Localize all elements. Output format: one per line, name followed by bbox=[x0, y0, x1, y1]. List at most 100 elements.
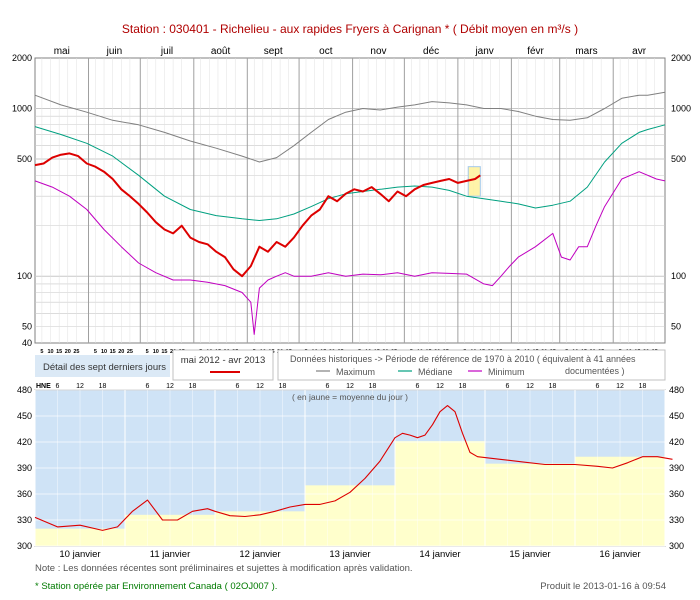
jaune-note: ( en jaune = moyenne du jour ) bbox=[292, 392, 408, 402]
day-label: 13 janvier bbox=[329, 549, 370, 560]
hour-tick-label: 6 bbox=[146, 383, 150, 390]
legend-min-label: Minimum bbox=[488, 367, 525, 377]
seven-day-flow-line bbox=[34, 405, 673, 531]
seven-day-label: Détail des sept derniers jours bbox=[43, 362, 166, 373]
series-median-line bbox=[34, 124, 666, 221]
day-tick-label: 10 bbox=[101, 349, 107, 355]
legend-max-label: Maximum bbox=[336, 367, 375, 377]
hour-tick-label: 6 bbox=[596, 383, 600, 390]
annual-ytick-right: 1000 bbox=[671, 103, 691, 113]
annual-ytick-right: 50 bbox=[671, 322, 681, 332]
month-label: oct bbox=[319, 46, 333, 57]
annual-ytick-right: 2000 bbox=[671, 53, 691, 63]
day-tick-label: 15 bbox=[56, 349, 62, 355]
hour-tick-label: 6 bbox=[416, 383, 420, 390]
month-label: nov bbox=[370, 46, 386, 57]
annual-ytick-right: 500 bbox=[671, 154, 686, 164]
hour-tick-label: 12 bbox=[346, 383, 354, 390]
seven-day-ytick-right: 450 bbox=[669, 411, 684, 421]
hour-tick-label: 18 bbox=[369, 383, 377, 390]
day-tick-label: 10 bbox=[153, 349, 159, 355]
hour-tick-label: 18 bbox=[549, 383, 557, 390]
seven-day-ytick-right: 480 bbox=[669, 385, 684, 395]
series-maximum-line bbox=[34, 91, 666, 163]
month-label: juil bbox=[160, 46, 173, 57]
hour-tick-label: 12 bbox=[256, 383, 264, 390]
seven-day-ytick-left: 390 bbox=[17, 463, 32, 473]
hour-tick-label: 18 bbox=[189, 383, 197, 390]
annual-ytick-left: 40 bbox=[22, 338, 32, 348]
produced-timestamp: Produit le 2013-01-16 à 09:54 bbox=[540, 581, 666, 592]
chart-title: Station : 030401 - Richelieu - aux rapid… bbox=[121, 22, 579, 36]
month-label: juin bbox=[106, 46, 123, 57]
hour-tick-label: 12 bbox=[526, 383, 534, 390]
legend-median-label: Médiane bbox=[418, 367, 453, 377]
legend-current-label: mai 2012 - avr 2013 bbox=[181, 355, 266, 366]
annual-ytick-left: 500 bbox=[17, 154, 32, 164]
day-tick-label: 10 bbox=[47, 349, 53, 355]
series-current-year-line bbox=[34, 152, 481, 278]
note-operator: * Station opérée par Environnement Canad… bbox=[35, 581, 278, 592]
hour-tick-label: 6 bbox=[326, 383, 330, 390]
day-tick-label: 20 bbox=[65, 349, 71, 355]
day-tick-label: 15 bbox=[110, 349, 116, 355]
seven-day-ytick-left: 450 bbox=[17, 411, 32, 421]
seven-day-ytick-left: 300 bbox=[17, 541, 32, 551]
month-label: févr bbox=[527, 46, 544, 57]
hour-tick-label: 12 bbox=[76, 383, 84, 390]
month-label: déc bbox=[423, 46, 439, 57]
month-label: sept bbox=[264, 46, 283, 57]
hour-tick-label: 6 bbox=[236, 383, 240, 390]
annual-ytick-left: 50 bbox=[22, 322, 32, 332]
seven-day-ytick-left: 480 bbox=[17, 385, 32, 395]
hour-tick-label: 18 bbox=[459, 383, 467, 390]
day-label: 11 janvier bbox=[150, 549, 191, 560]
seven-day-ytick-right: 390 bbox=[669, 463, 684, 473]
day-label: 12 janvier bbox=[239, 549, 280, 560]
note-preliminary: Note : Les données récentes sont prélimi… bbox=[35, 563, 413, 574]
annual-ytick-left: 100 bbox=[17, 271, 32, 281]
seven-day-ytick-right: 300 bbox=[669, 541, 684, 551]
month-label: janv bbox=[474, 46, 493, 57]
seven-day-ytick-left: 420 bbox=[17, 437, 32, 447]
day-tick-label: 5 bbox=[146, 349, 149, 355]
month-label: avr bbox=[632, 46, 647, 57]
day-tick-label: 5 bbox=[94, 349, 97, 355]
day-tick-label: 20 bbox=[118, 349, 124, 355]
seven-day-ytick-right: 330 bbox=[669, 515, 684, 525]
annual-ytick-right: 100 bbox=[671, 271, 686, 281]
hour-tick-label: 12 bbox=[616, 383, 624, 390]
legend-historical-box bbox=[277, 349, 666, 381]
hour-tick-label: 18 bbox=[279, 383, 287, 390]
day-tick-label: 5 bbox=[40, 349, 43, 355]
hour-tick-label: 12 bbox=[166, 383, 174, 390]
hour-tick-label: 12 bbox=[436, 383, 444, 390]
day-label: 10 janvier bbox=[59, 549, 100, 560]
hour-tick-label: 6 bbox=[56, 383, 60, 390]
month-label: août bbox=[211, 46, 231, 57]
hne-label: HNE bbox=[36, 383, 51, 390]
series-minimum-line bbox=[34, 171, 666, 335]
month-label: mai bbox=[54, 46, 70, 57]
day-label: 15 janvier bbox=[509, 549, 550, 560]
day-label: 14 janvier bbox=[419, 549, 460, 560]
seven-day-ytick-right: 420 bbox=[669, 437, 684, 447]
hour-tick-label: 6 bbox=[506, 383, 510, 390]
legend-historical-label: Données historiques -> Période de référe… bbox=[290, 354, 636, 376]
seven-day-label-box bbox=[35, 355, 170, 377]
day-tick-label: 25 bbox=[73, 349, 79, 355]
annual-ytick-left: 2000 bbox=[12, 53, 32, 63]
hour-tick-label: 18 bbox=[99, 383, 107, 390]
day-tick-label: 15 bbox=[161, 349, 167, 355]
seven-day-ytick-right: 360 bbox=[669, 489, 684, 499]
day-tick-label: 25 bbox=[127, 349, 133, 355]
seven-day-highlight bbox=[467, 166, 481, 197]
day-label: 16 janvier bbox=[599, 549, 640, 560]
hour-tick-label: 18 bbox=[639, 383, 647, 390]
annual-ytick-left: 1000 bbox=[12, 103, 32, 113]
legend-current-box bbox=[172, 349, 274, 381]
month-label: mars bbox=[575, 46, 597, 57]
seven-day-ytick-left: 330 bbox=[17, 515, 32, 525]
seven-day-ytick-left: 360 bbox=[17, 489, 32, 499]
